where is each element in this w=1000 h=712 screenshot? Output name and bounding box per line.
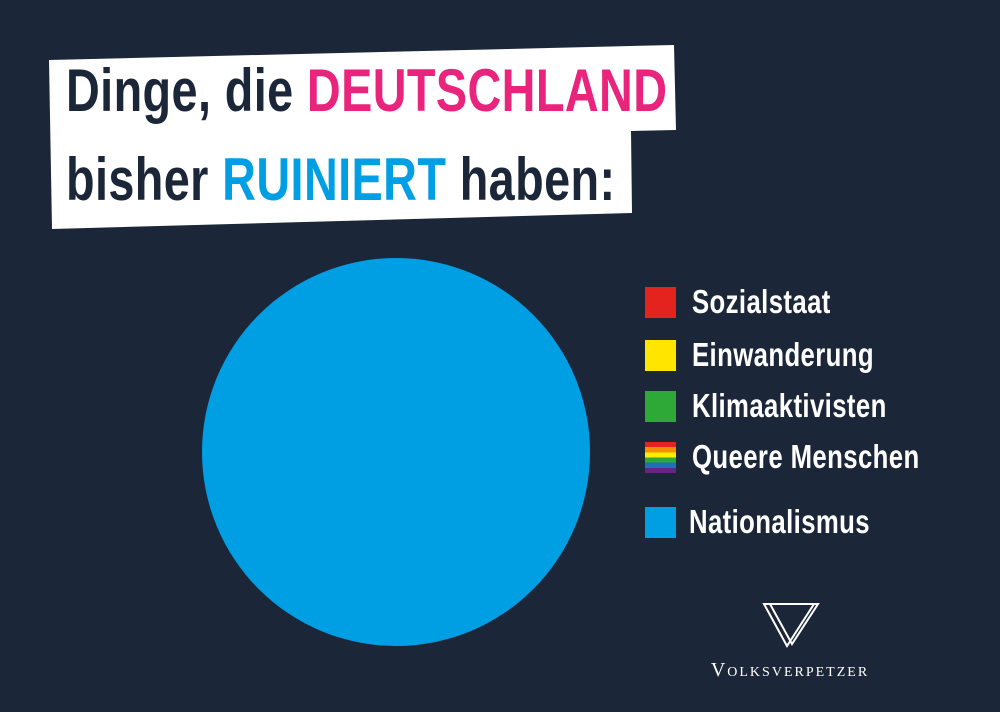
legend-item-einwanderung: Einwanderung (645, 336, 925, 374)
legend-label: Sozialstaat (692, 283, 831, 320)
title-text: haben: (446, 146, 616, 213)
title-text: Dinge, die (66, 57, 307, 124)
volksverpetzer-logo: Volksverpetzer (690, 600, 890, 682)
rainbow-flag-square-icon (645, 441, 676, 473)
legend-label: Einwanderung (692, 336, 875, 373)
title-highlight-ruiniert: RUINIERT (222, 146, 447, 213)
legend-item-queere-menschen: Queere Menschen (645, 438, 984, 476)
blue-square-icon (645, 506, 676, 538)
legend-label: Queere Menschen (692, 438, 920, 475)
double-triangle-logo-icon (762, 603, 820, 648)
legend-item-nationalismus: Nationalismus (645, 503, 921, 541)
title-highlight-deutschland: DEUTSCHLAND (306, 57, 668, 124)
legend-label: Nationalismus (689, 503, 871, 540)
title-background (49, 45, 676, 229)
red-square-icon (645, 286, 676, 318)
legend-item-sozialstaat: Sozialstaat (645, 283, 870, 321)
title-line-2: bisher RUINIERT haben: (66, 145, 615, 215)
title-text: bisher (66, 146, 223, 213)
pie-slice-nationalismus (202, 258, 590, 646)
legend-label: Klimaaktivisten (692, 387, 887, 424)
pie-chart (202, 258, 590, 646)
title-line-1: Dinge, die DEUTSCHLAND (66, 56, 667, 126)
green-square-icon (645, 390, 676, 422)
logo-text: Volksverpetzer (710, 659, 870, 681)
yellow-square-icon (645, 339, 676, 371)
legend-item-klimaaktivisten: Klimaaktivisten (645, 387, 942, 425)
